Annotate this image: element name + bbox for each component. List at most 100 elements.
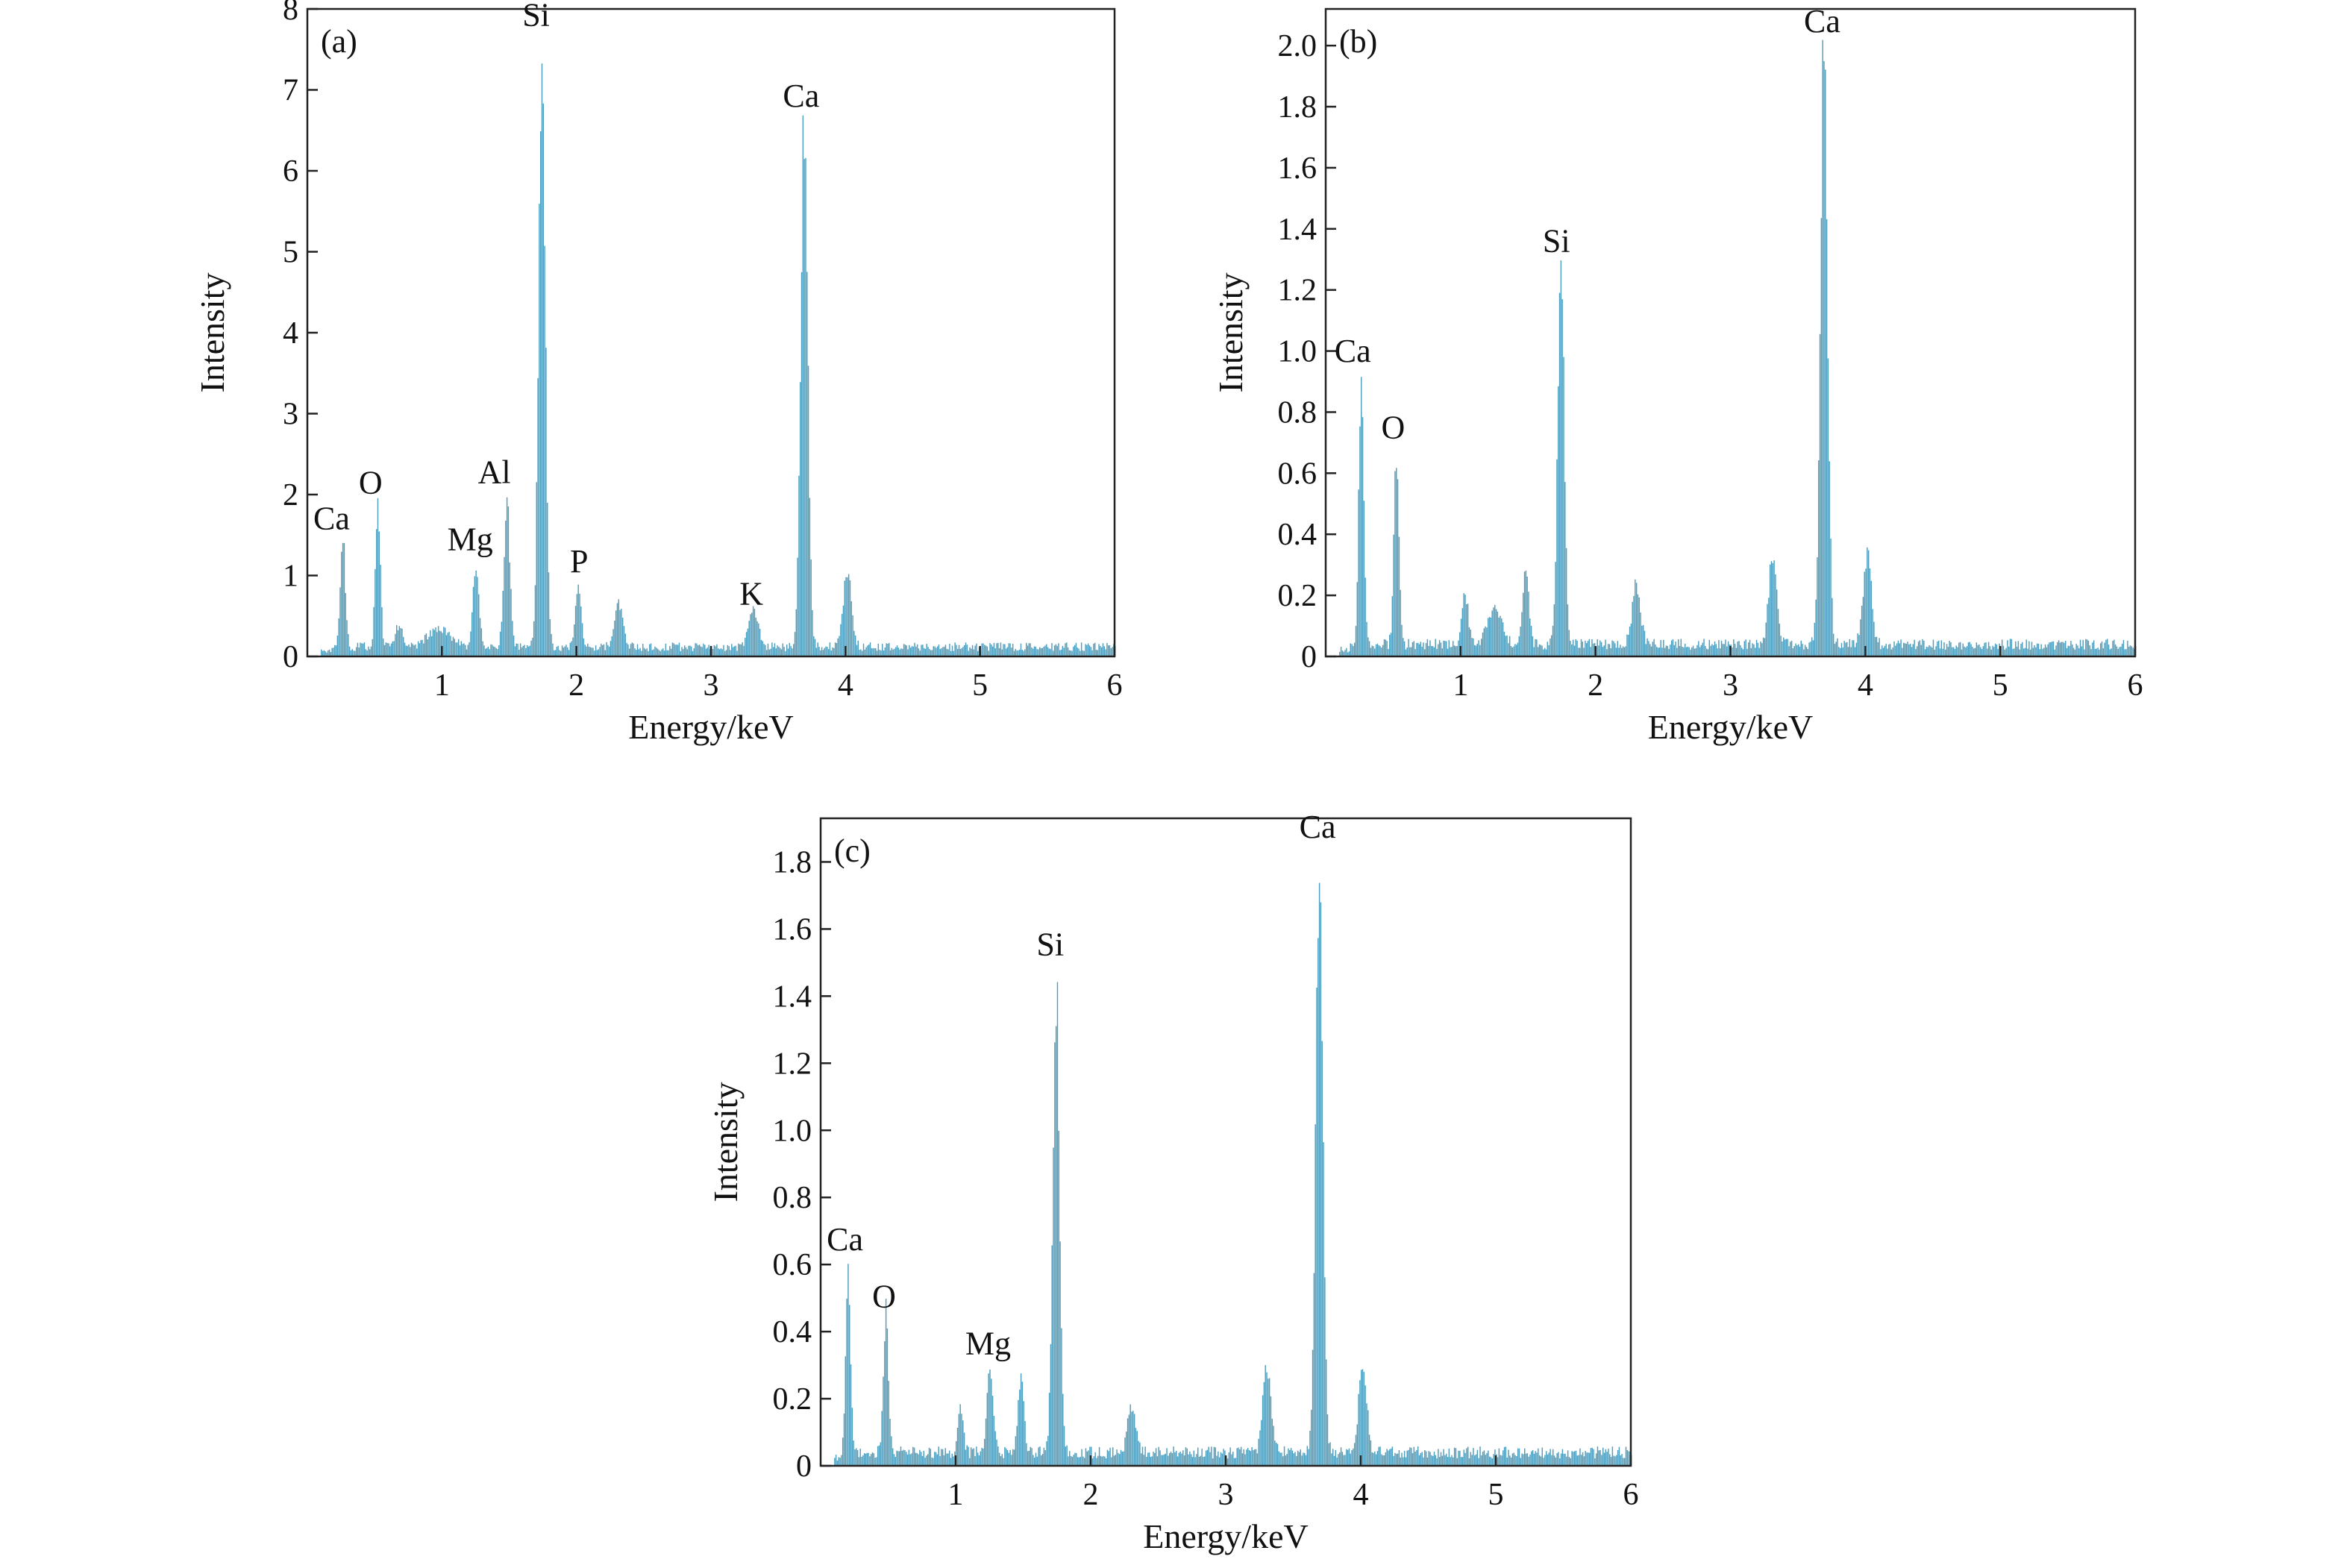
spectrum-bar xyxy=(1348,651,1350,656)
spectrum-bar xyxy=(549,619,551,656)
y-tick-label: 1.6 xyxy=(1278,151,1317,186)
spectrum-bar xyxy=(904,1450,906,1466)
spectrum-bar xyxy=(731,644,733,656)
spectrum-bar xyxy=(1016,650,1018,656)
spectrum-bar xyxy=(916,1452,918,1466)
panel-label-a: (a) xyxy=(321,23,357,60)
y-tick-label: 0 xyxy=(283,640,298,674)
spectrum-bar xyxy=(2085,639,2087,656)
spectrum-bar xyxy=(809,498,811,656)
spectrum-bar xyxy=(994,1431,996,1466)
spectrum-bar xyxy=(1582,642,1584,656)
spectrum-bar xyxy=(1773,560,1775,656)
spectrum-bar xyxy=(460,641,463,656)
spectrum-bar xyxy=(1795,643,1796,656)
spectrum-bar xyxy=(1313,1273,1315,1466)
spectrum-bar xyxy=(1508,636,1511,656)
spectrum-bar xyxy=(599,647,601,656)
spectrum-bar xyxy=(1720,640,1723,656)
spectrum-bar xyxy=(1385,639,1387,656)
spectrum-bar xyxy=(1060,649,1062,656)
spectrum-bar xyxy=(1339,1452,1341,1466)
spectrum-bar xyxy=(1598,645,1599,656)
spectrum-bar xyxy=(1131,1411,1132,1466)
spectrum-bar xyxy=(1603,645,1605,656)
spectrum-bar xyxy=(643,647,645,656)
peak-label: Ca xyxy=(313,500,350,536)
spectrum-bar xyxy=(1074,645,1076,656)
spectrum-bar xyxy=(1718,640,1720,656)
spectrum-bar xyxy=(1083,650,1085,656)
spectrum-bar xyxy=(1623,647,1626,656)
spectrum-bar xyxy=(552,643,554,656)
spectrum-bar xyxy=(1641,625,1643,656)
spectrum-bar xyxy=(1445,641,1447,656)
spectrum-bar xyxy=(1467,1446,1469,1466)
spectrum-bar xyxy=(2129,645,2131,656)
spectrum-bar xyxy=(534,585,536,656)
spectrum-bar xyxy=(466,649,468,656)
spectrum-bar xyxy=(1396,468,1397,656)
spectrum-bar xyxy=(1479,645,1481,656)
spectrum-bar xyxy=(703,643,704,656)
spectrum-bar xyxy=(1922,639,1923,656)
spectrum-bar xyxy=(1715,644,1717,656)
spectrum-bar xyxy=(2094,648,2096,656)
spectrum-bar xyxy=(2096,648,2098,656)
spectrum-bar xyxy=(860,649,862,656)
spectrum-bar xyxy=(1076,1452,1077,1466)
spectrum-bar xyxy=(1470,1452,1472,1466)
spectrum-bar xyxy=(1379,1446,1381,1466)
spectrum-bar xyxy=(375,529,377,656)
spectrum-bar xyxy=(1595,1453,1597,1466)
spectrum-bar xyxy=(736,650,738,656)
spectrum-bar xyxy=(916,644,918,656)
spectrum-bar xyxy=(745,632,748,656)
spectrum-bar xyxy=(683,645,686,656)
spectrum-bar xyxy=(2070,641,2072,656)
spectrum-bar xyxy=(561,645,563,656)
x-tick-label: 3 xyxy=(704,668,719,703)
spectrum-bar xyxy=(2112,641,2114,656)
spectrum-bar xyxy=(718,649,721,656)
spectrum-bar xyxy=(867,645,868,656)
spectrum-bar xyxy=(1051,1245,1053,1466)
spectrum-bar xyxy=(2081,646,2083,656)
spectrum-bar xyxy=(1524,1448,1526,1466)
spectrum-bar xyxy=(507,506,510,656)
spectrum-bar xyxy=(604,650,606,656)
y-tick-label: 1.0 xyxy=(1278,335,1317,369)
spectrum-bar xyxy=(1056,982,1059,1466)
x-axis-label: Energy/keV xyxy=(1143,1517,1308,1555)
peak-label: Ca xyxy=(1335,333,1371,369)
spectrum-bar xyxy=(2099,643,2102,656)
spectrum-bar xyxy=(1955,645,1957,656)
spectrum-bar xyxy=(994,648,996,656)
spectrum-bar xyxy=(1396,1453,1397,1466)
spectrum-bar xyxy=(959,1404,961,1466)
spectrum-bar xyxy=(965,642,967,656)
spectrum-bar xyxy=(1166,1448,1168,1466)
spectrum-bar xyxy=(1514,644,1516,656)
spectrum-bar xyxy=(393,641,395,656)
spectrum-bar xyxy=(1579,647,1581,656)
spectrum-bar xyxy=(1091,1458,1094,1466)
spectrum-bar xyxy=(389,646,391,656)
spectrum-bar xyxy=(676,645,677,656)
spectrum-bar xyxy=(1468,1458,1470,1466)
spectrum-bar xyxy=(847,574,850,656)
spectrum-bar xyxy=(1491,610,1493,656)
spectrum-bar xyxy=(1383,1455,1385,1466)
spectrum-bar xyxy=(851,1408,853,1466)
spectrum-bar xyxy=(996,643,997,656)
spectrum-bar xyxy=(1725,639,1726,656)
spectrum-bar xyxy=(1441,648,1443,656)
spectrum-bar xyxy=(1398,536,1400,656)
spectrum-bar xyxy=(865,647,867,656)
chart-panel-a: 1 2 3 4 5 6012345678Energy/keVIntensity(a)CaO… xyxy=(193,0,1123,746)
spectrum-bar xyxy=(1926,646,1928,656)
spectrum-bar xyxy=(1156,1456,1159,1466)
spectrum-bar xyxy=(810,559,812,656)
spectrum-bar xyxy=(1127,1418,1129,1466)
spectrum-bar xyxy=(1447,1457,1449,1466)
